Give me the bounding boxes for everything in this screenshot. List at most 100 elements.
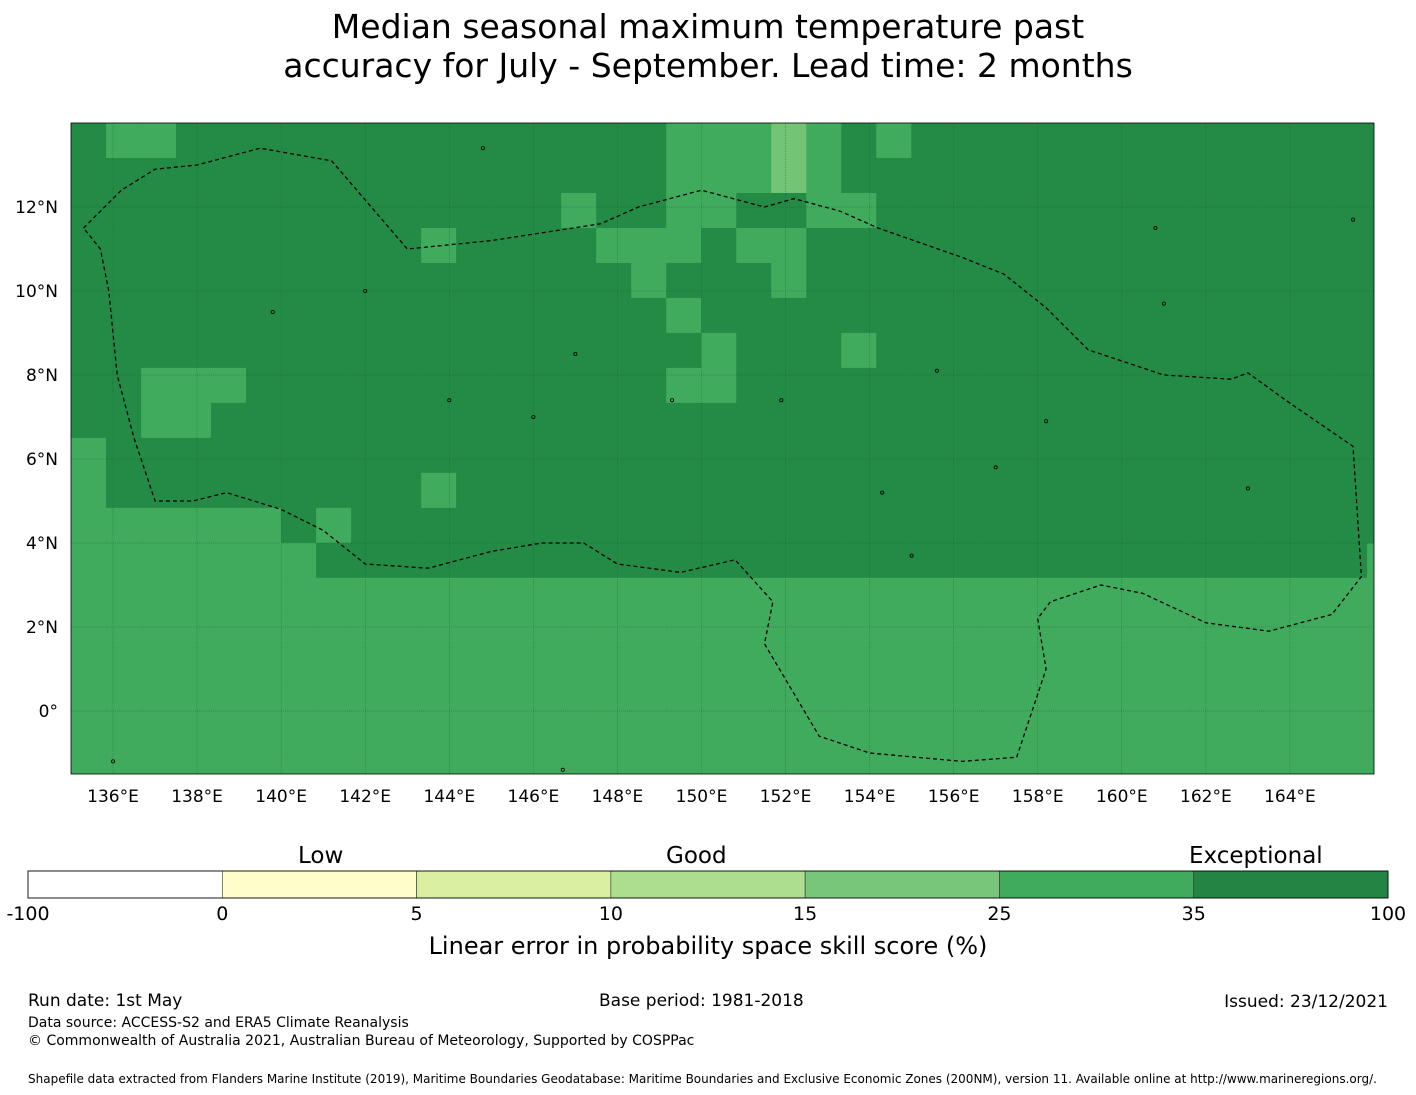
grid-cell (211, 507, 247, 544)
grid-cell (911, 823, 947, 830)
grid-cell (1296, 507, 1333, 544)
grid-cell (386, 682, 422, 719)
grid-cell (1086, 577, 1122, 614)
grid-cell (1331, 332, 1368, 369)
grid-cell (596, 332, 632, 369)
eez-boundary (83, 147, 1363, 763)
grid-cell (71, 123, 107, 159)
grid-cell (666, 157, 702, 194)
grid-cell (1331, 367, 1368, 404)
grid-cell (71, 752, 107, 774)
island-outline (1044, 419, 1049, 424)
grid-cell (316, 507, 352, 544)
grid-cell (1086, 752, 1122, 774)
grid-cell (421, 823, 457, 830)
grid-cell (71, 262, 107, 299)
grid-cell (281, 332, 317, 369)
grid-cell (386, 612, 422, 649)
grid-cell (211, 717, 247, 754)
grid-cell (701, 752, 737, 774)
grid-cell (841, 612, 877, 649)
grid-cell (806, 682, 842, 719)
grid-cell (561, 507, 597, 544)
grid-cell (1016, 123, 1052, 159)
grid-cell (106, 192, 142, 229)
grid-cell (421, 297, 457, 334)
grid-cell (1051, 402, 1087, 439)
island-outline (560, 767, 565, 772)
grid-cell (981, 542, 1017, 579)
grid-cell (911, 157, 947, 194)
grid-cell (841, 823, 877, 830)
grid-cell (456, 332, 492, 369)
grid-cell (141, 157, 177, 194)
grid-cell (1086, 647, 1122, 684)
grid-cell (246, 472, 282, 509)
grid-cell (176, 612, 212, 649)
grid-cell (1156, 227, 1193, 264)
grid-cell (351, 507, 387, 544)
grid-cell (176, 542, 212, 579)
grid-cell (211, 542, 247, 579)
grid-cell (351, 752, 387, 774)
grid-cell (736, 542, 772, 579)
grid-cell (386, 402, 422, 439)
grid-cell (491, 227, 527, 264)
grid-cell (71, 472, 107, 509)
grid-cell (1366, 332, 1374, 369)
grid-cell (1296, 192, 1333, 229)
grid-cell (351, 823, 387, 830)
grid-cell (631, 542, 667, 579)
grid-cell (736, 577, 772, 614)
grid-cell (526, 123, 562, 159)
colorbar-title: Linear error in probability space skill … (428, 932, 988, 960)
grid-cell (491, 332, 527, 369)
grid-cell (351, 682, 387, 719)
grid-cell (246, 332, 282, 369)
grid-cell (666, 332, 702, 369)
grid-cell (1086, 402, 1122, 439)
grid-cell (386, 227, 422, 264)
grid-cell (666, 507, 702, 544)
grid-cell (1261, 507, 1298, 544)
grid-cell (736, 297, 772, 334)
grid-cell (106, 262, 142, 299)
grid-cell (876, 612, 912, 649)
grid-cell (71, 647, 107, 684)
grid-cell (246, 612, 282, 649)
grid-cell (841, 647, 877, 684)
grid-cell (246, 823, 282, 830)
grid-cell (701, 647, 737, 684)
grid-cell (841, 332, 877, 369)
grid-cell (456, 507, 492, 544)
grid-cell (351, 542, 387, 579)
grid-cell (316, 123, 352, 159)
grid-cell (316, 752, 352, 774)
grid-cell (1226, 192, 1263, 229)
grid-cell (246, 717, 282, 754)
x-tick-label: 150°E (676, 787, 728, 807)
grid-cell (386, 123, 422, 159)
grid-cell (1086, 192, 1122, 229)
grid-cell (1156, 123, 1193, 159)
grid-cell (456, 192, 492, 229)
grid-cell (316, 332, 352, 369)
grid-cell (841, 192, 877, 229)
colorbar-tick-label: 100 (1369, 903, 1407, 925)
grid-cell (1366, 367, 1374, 404)
grid-cell (1226, 542, 1263, 579)
grid-cell (1016, 717, 1052, 754)
grid-cell (281, 612, 317, 649)
grid-cell (561, 612, 597, 649)
grid-cell (666, 227, 702, 264)
grid-cell (876, 402, 912, 439)
grid-cell (946, 507, 982, 544)
grid-cell (841, 157, 877, 194)
grid-cell (771, 157, 807, 194)
grid-cell (456, 123, 492, 159)
grid-cell (1226, 332, 1263, 369)
grid-cell (176, 437, 212, 474)
grid-cell (876, 157, 912, 194)
grid-cell (1156, 823, 1192, 830)
grid-cell (456, 577, 492, 614)
